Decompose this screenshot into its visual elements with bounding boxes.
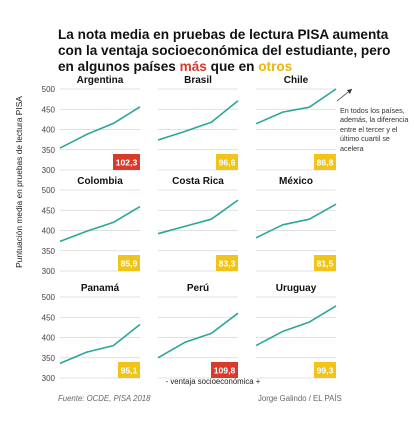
series-line-costa-rica xyxy=(157,199,239,235)
series-line-peru xyxy=(157,312,239,359)
badge-value-colombia: 85,9 xyxy=(121,259,138,269)
badge-value-panama: 95,1 xyxy=(121,366,138,376)
y-tick-label-350: 350 xyxy=(42,354,56,363)
badge-value-peru: 109,8 xyxy=(214,366,236,376)
badge-value-uruguay: 99,3 xyxy=(317,366,334,376)
source-note: Fuente: OCDE, PISA 2018 xyxy=(58,394,151,403)
panel-title-mexico: México xyxy=(279,176,313,187)
badge-value-argentina: 102,3 xyxy=(116,158,138,168)
chart-title: La nota media en pruebas de lectura PISA… xyxy=(58,27,391,74)
badge-argentina xyxy=(113,154,140,170)
badge-peru xyxy=(211,362,238,378)
badge-value-chile: 86,8 xyxy=(317,158,334,168)
series-line-mexico xyxy=(255,203,337,239)
panel-title-peru: Perú xyxy=(187,283,209,294)
y-tick-label-350: 350 xyxy=(42,146,56,155)
series-line-uruguay xyxy=(255,305,337,347)
series-line-chile xyxy=(255,88,337,125)
series-line-argentina xyxy=(59,106,141,149)
y-tick-label-350: 350 xyxy=(42,247,56,256)
panel-title-panama: Panamá xyxy=(81,283,120,294)
y-tick-label-500: 500 xyxy=(42,293,56,302)
series-line-colombia xyxy=(59,205,141,243)
title-highlight-yellow: otros xyxy=(258,59,293,74)
title-highlight-red: más xyxy=(179,59,207,74)
panel-title-argentina: Argentina xyxy=(77,75,124,86)
badge-uruguay xyxy=(314,362,336,378)
y-tick-label-500: 500 xyxy=(42,85,56,94)
y-tick-label-500: 500 xyxy=(42,186,56,195)
y-tick-label-400: 400 xyxy=(42,334,56,343)
panel-title-uruguay: Uruguay xyxy=(276,283,317,294)
badge-costa-rica xyxy=(216,255,238,271)
badge-chile xyxy=(314,154,336,170)
badge-brasil xyxy=(216,154,238,170)
panel-title-brasil: Brasil xyxy=(184,75,212,86)
y-tick-label-450: 450 xyxy=(42,313,56,322)
y-tick-label-450: 450 xyxy=(42,105,56,114)
x-axis-label: - ventaja socioeconómica + xyxy=(165,377,261,386)
badge-colombia xyxy=(118,255,140,271)
series-line-panama xyxy=(59,323,141,365)
panel-title-colombia: Colombia xyxy=(77,176,123,187)
y-tick-label-300: 300 xyxy=(42,374,56,383)
panel-title-chile: Chile xyxy=(284,75,309,86)
y-tick-label-300: 300 xyxy=(42,267,56,276)
series-line-brasil xyxy=(157,100,239,141)
y-tick-label-450: 450 xyxy=(42,206,56,215)
badge-panama xyxy=(118,362,140,378)
y-tick-label-400: 400 xyxy=(42,126,56,135)
badge-value-mexico: 81,5 xyxy=(317,259,334,269)
panel-title-costa-rica: Costa Rica xyxy=(172,176,224,187)
badge-value-brasil: 96,6 xyxy=(219,158,236,168)
chile-annotation: En todos los países, además, la diferenc… xyxy=(340,106,409,153)
y-tick-label-300: 300 xyxy=(42,166,56,175)
badge-mexico xyxy=(314,255,336,271)
annotation-arrowhead xyxy=(347,89,352,94)
y-tick-label-400: 400 xyxy=(42,227,56,236)
credit-note: Jorge Galindo / EL PAÍS xyxy=(258,394,342,403)
badge-value-costa-rica: 83,3 xyxy=(219,259,236,269)
